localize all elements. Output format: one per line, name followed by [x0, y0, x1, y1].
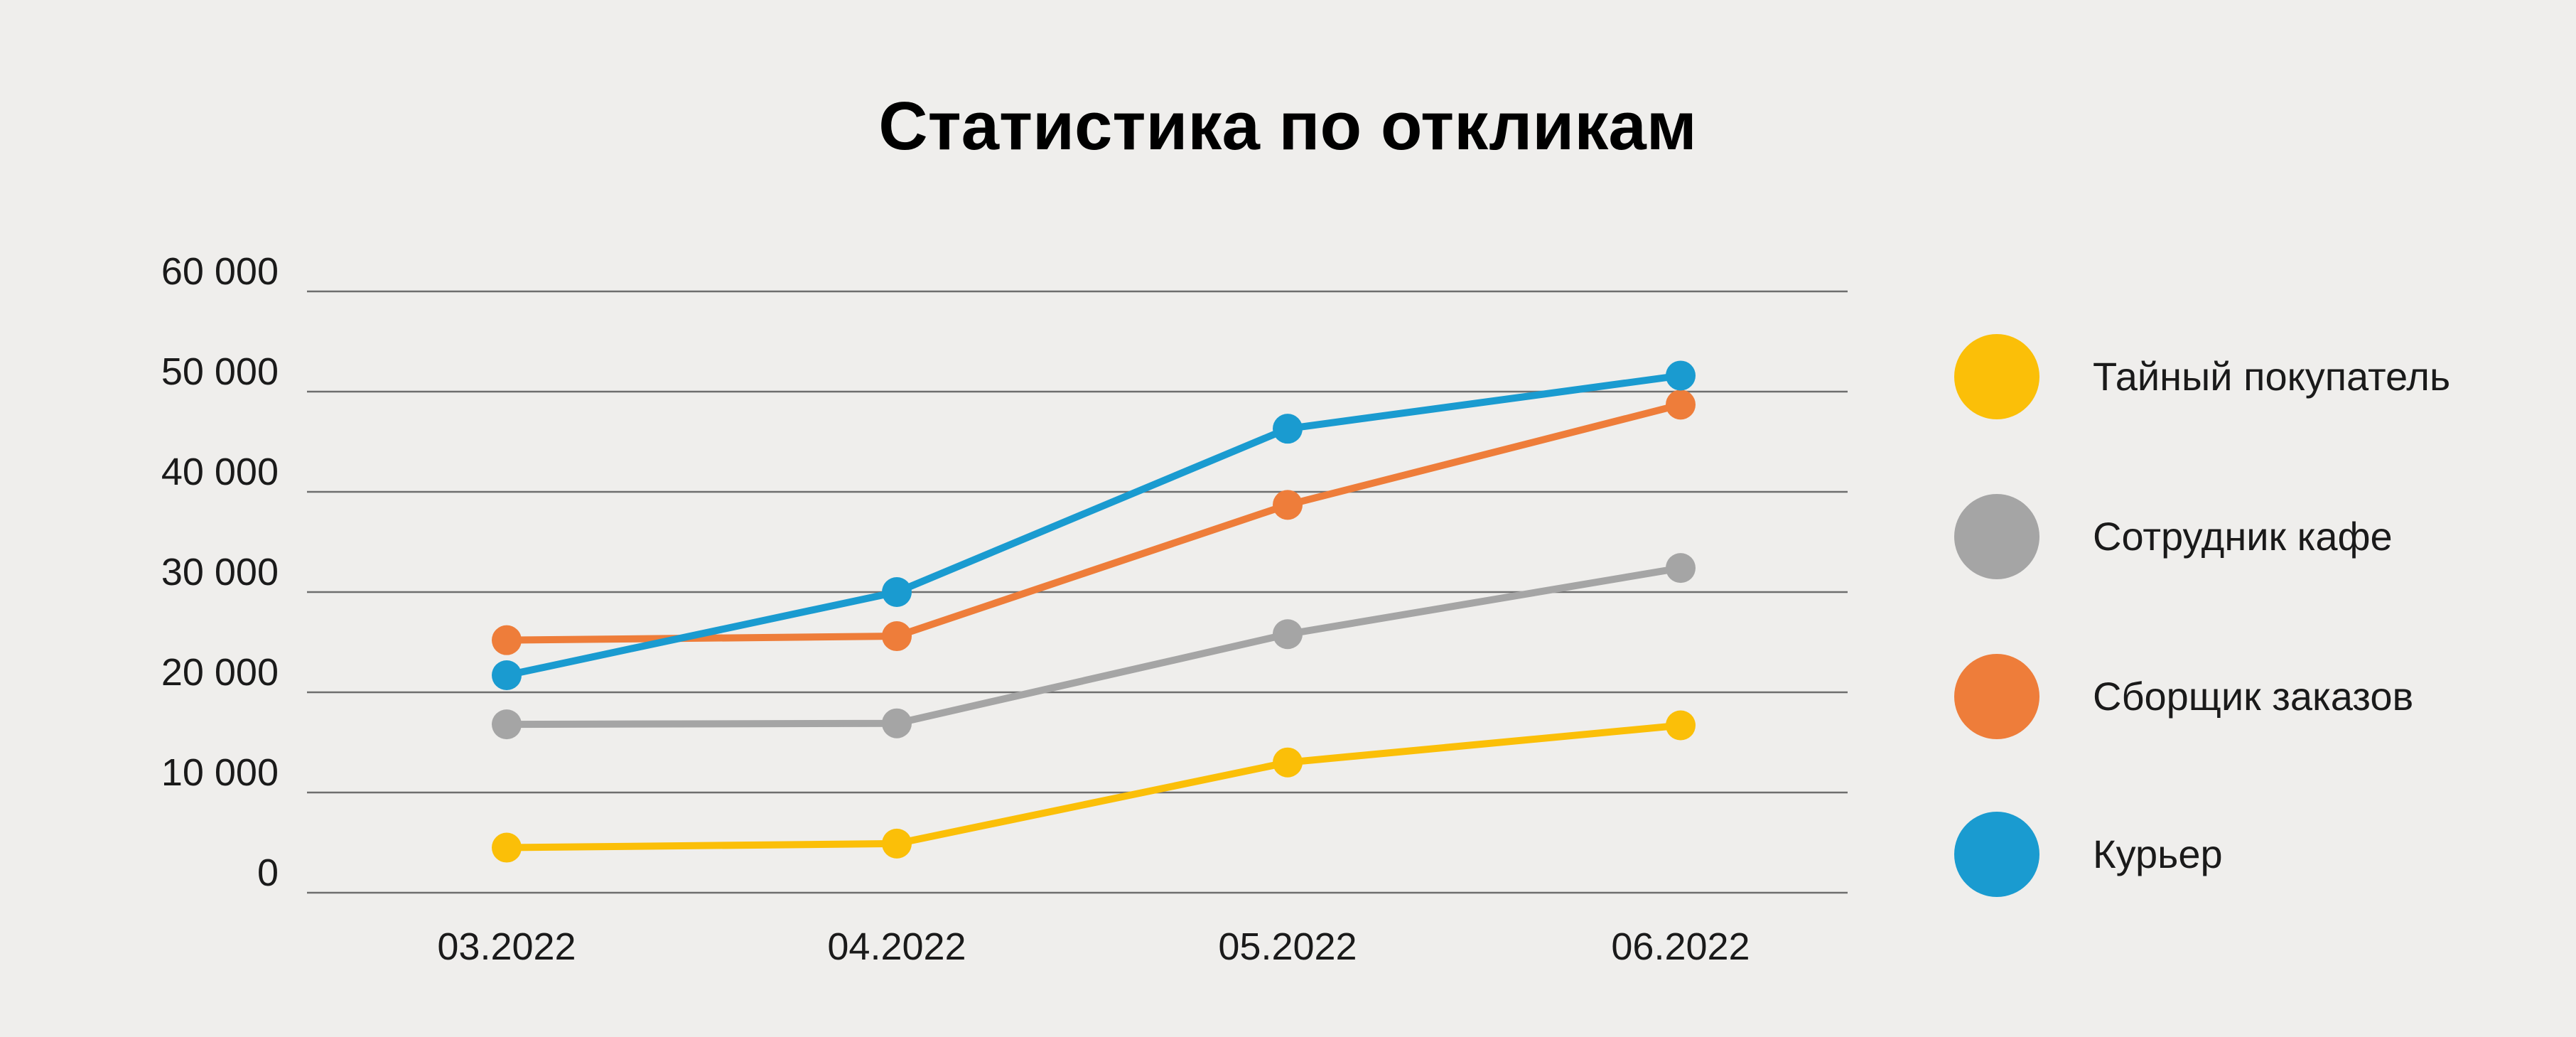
series-line — [503, 372, 1684, 679]
x-tick-label: 05.2022 — [1218, 925, 1357, 968]
x-tick-label: 04.2022 — [827, 925, 966, 968]
y-tick-label: 20 000 — [161, 651, 279, 694]
chart-title: Статистика по откликам — [878, 88, 1697, 164]
legend: Тайный покупатель Сотрудник кафе Сборщик з… — [1954, 334, 2450, 897]
y-tick-label: 60 000 — [161, 250, 279, 293]
data-point — [492, 660, 522, 691]
series-lines — [492, 360, 1696, 863]
legend-label: Курьер — [2093, 832, 2223, 876]
series — [492, 553, 1696, 740]
series — [492, 710, 1696, 863]
data-point — [1666, 389, 1696, 420]
series — [492, 389, 1696, 655]
y-axis-ticks: 0 10 000 20 000 30 000 40 000 50 000 60 000 — [161, 250, 279, 894]
y-tick-label: 0 — [257, 851, 279, 894]
legend-item: Тайный покупатель — [1954, 334, 2450, 419]
data-point — [492, 625, 522, 655]
grid — [307, 290, 1848, 894]
data-point — [1666, 553, 1696, 584]
data-point — [882, 577, 912, 607]
data-point — [492, 709, 522, 740]
data-point — [1273, 619, 1303, 650]
data-point — [882, 828, 912, 859]
data-point — [882, 708, 912, 738]
legend-item: Сборщик заказов — [1954, 654, 2413, 739]
y-tick-label: 40 000 — [161, 451, 279, 493]
legend-marker — [1954, 654, 2039, 739]
series-line — [503, 721, 1684, 851]
data-point — [1666, 710, 1696, 741]
y-tick-label: 10 000 — [161, 751, 279, 794]
y-tick-label: 50 000 — [161, 350, 279, 393]
data-point — [1273, 414, 1303, 444]
data-point — [1666, 360, 1696, 391]
legend-label: Сотрудник кафе — [2093, 514, 2393, 559]
legend-marker — [1954, 334, 2039, 419]
legend-item: Курьер — [1954, 812, 2223, 897]
data-point — [492, 832, 522, 863]
data-point — [882, 621, 912, 652]
x-tick-label: 03.2022 — [437, 925, 576, 968]
x-axis-ticks: 03.2022 04.2022 05.2022 06.2022 — [437, 925, 1750, 968]
series — [492, 360, 1696, 691]
x-tick-label: 06.2022 — [1611, 925, 1750, 968]
data-point — [1273, 747, 1303, 778]
legend-marker — [1954, 812, 2039, 897]
series-line — [503, 401, 1684, 644]
legend-label: Тайный покупатель — [2093, 354, 2450, 399]
y-tick-label: 30 000 — [161, 551, 279, 593]
legend-marker — [1954, 494, 2039, 579]
legend-label: Сборщик заказов — [2093, 674, 2413, 719]
series-line — [503, 564, 1684, 729]
data-point — [1273, 490, 1303, 520]
legend-item: Сотрудник кафе — [1954, 494, 2393, 579]
